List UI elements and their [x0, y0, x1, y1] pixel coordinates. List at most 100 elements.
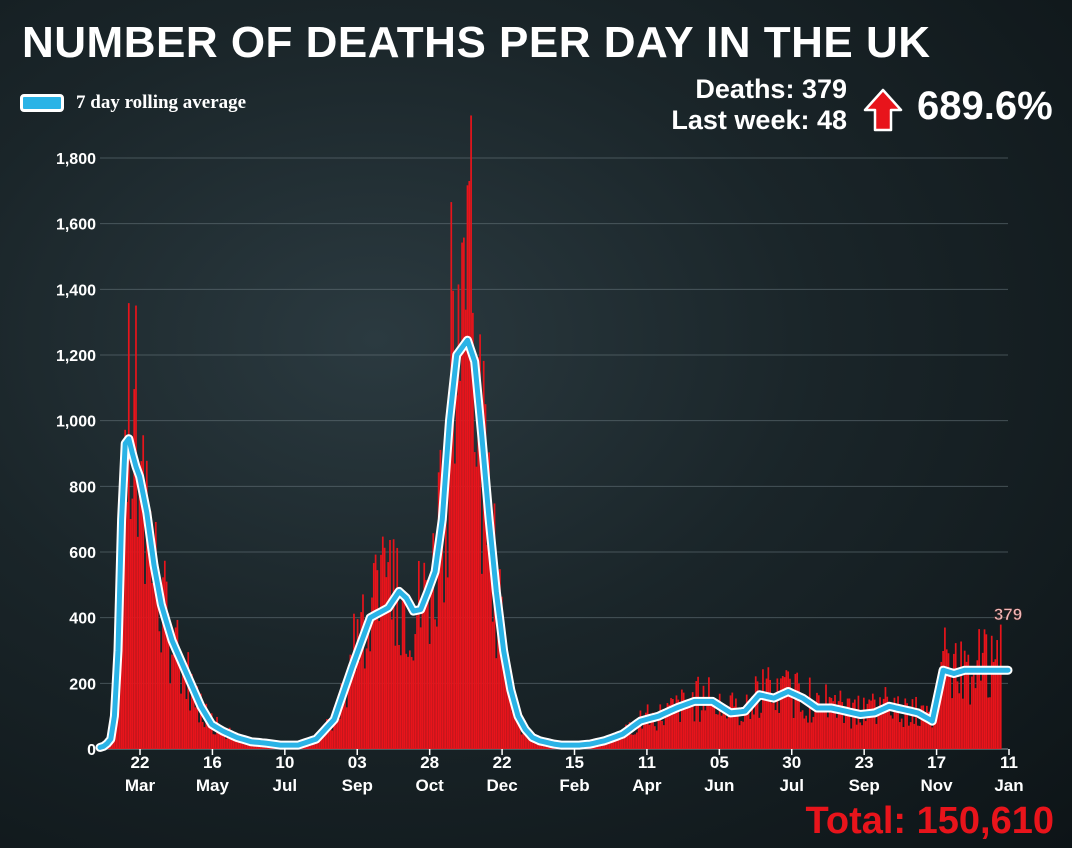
- daily-bar: [241, 739, 244, 749]
- daily-bar: [124, 429, 127, 749]
- daily-bar: [508, 663, 510, 749]
- daily-bar: [504, 674, 507, 749]
- daily-bar: [360, 612, 363, 749]
- daily-bar: [935, 705, 937, 749]
- daily-bar: [488, 452, 490, 749]
- daily-bar: [953, 653, 955, 749]
- daily-bar: [895, 706, 898, 749]
- daily-bar: [455, 395, 458, 749]
- daily-bar: [958, 693, 961, 749]
- daily-bar: [122, 556, 125, 749]
- daily-bar: [745, 694, 748, 749]
- daily-bar: [180, 693, 182, 749]
- daily-bar: [888, 710, 890, 749]
- daily-bar: [792, 717, 795, 749]
- daily-bar: [873, 699, 876, 749]
- daily-bar: [405, 653, 408, 749]
- daily-bar: [983, 629, 986, 749]
- daily-bar: [484, 404, 487, 749]
- y-tick-label: 600: [69, 545, 96, 562]
- daily-bar: [947, 653, 950, 749]
- daily-bar: [448, 441, 451, 749]
- daily-bar: [708, 677, 710, 749]
- daily-bar: [945, 649, 948, 749]
- daily-bar: [363, 668, 366, 749]
- daily-bar: [744, 710, 746, 749]
- daily-bar: [989, 697, 991, 749]
- daily-bar: [999, 624, 1002, 749]
- daily-bar: [810, 722, 813, 749]
- daily-bar: [956, 681, 959, 749]
- daily-bar: [407, 656, 409, 749]
- daily-bar: [992, 661, 995, 749]
- daily-bar: [472, 312, 474, 749]
- y-tick-label: 1,000: [56, 414, 96, 431]
- daily-bar: [459, 380, 462, 749]
- x-tick-day: 05: [710, 753, 729, 772]
- daily-bar: [751, 696, 753, 749]
- daily-bar: [214, 734, 217, 749]
- daily-bar: [933, 721, 935, 749]
- daily-bar: [430, 593, 433, 749]
- daily-bar: [169, 683, 172, 749]
- last-week-stat: Last week: 48: [671, 105, 847, 135]
- daily-bar: [657, 713, 660, 749]
- y-tick-label: 1,200: [56, 348, 96, 365]
- daily-bar: [843, 722, 845, 749]
- daily-bar: [126, 501, 128, 749]
- daily-bar: [626, 731, 629, 749]
- daily-bar: [454, 463, 456, 749]
- daily-bar: [971, 676, 973, 749]
- y-tick-label: 0: [87, 742, 96, 759]
- daily-bar: [324, 732, 327, 749]
- x-tick-month: Mar: [125, 776, 156, 795]
- daily-bar: [917, 725, 919, 749]
- daily-bar: [830, 697, 833, 749]
- deaths-stat: Deaths: 379: [695, 74, 847, 104]
- daily-bar: [135, 305, 137, 749]
- daily-bar: [198, 722, 200, 749]
- daily-bar: [726, 718, 728, 749]
- daily-bar: [994, 659, 997, 749]
- daily-bar: [353, 613, 355, 749]
- daily-bar: [410, 657, 413, 749]
- daily-bar: [963, 650, 966, 749]
- daily-bar: [717, 714, 719, 749]
- daily-bar: [650, 714, 653, 749]
- daily-bar: [817, 695, 820, 749]
- daily-bar: [659, 704, 662, 749]
- daily-bar: [877, 710, 880, 749]
- daily-bar: [870, 700, 872, 749]
- daily-bar: [861, 725, 863, 749]
- daily-bar: [374, 554, 377, 749]
- daily-bar: [724, 710, 726, 749]
- daily-bar: [401, 595, 404, 749]
- y-tick-label: 1,400: [56, 282, 96, 299]
- daily-bar: [236, 741, 238, 749]
- daily-bar: [962, 698, 964, 749]
- daily-bar: [129, 519, 132, 749]
- daily-bar: [486, 544, 489, 749]
- daily-bar: [756, 681, 759, 749]
- daily-bar: [826, 717, 829, 749]
- daily-bar: [709, 701, 712, 749]
- daily-bar: [700, 710, 703, 749]
- daily-bar: [452, 290, 454, 749]
- daily-bar: [403, 592, 406, 749]
- daily-bar: [372, 563, 375, 749]
- daily-bar: [799, 711, 802, 749]
- x-tick-month: Feb: [559, 776, 589, 795]
- daily-bar: [713, 700, 716, 749]
- daily-bar: [760, 712, 762, 749]
- daily-bar: [662, 725, 665, 749]
- daily-bar: [897, 696, 899, 749]
- daily-bar: [630, 734, 633, 749]
- annotations: 379: [994, 605, 1023, 625]
- daily-bar: [216, 716, 218, 749]
- daily-bar: [672, 699, 674, 749]
- legend-swatch: [20, 94, 64, 112]
- daily-bar: [506, 651, 508, 749]
- daily-bar: [875, 723, 878, 749]
- x-tick-day: 11: [1000, 753, 1018, 772]
- daily-bar: [144, 583, 146, 749]
